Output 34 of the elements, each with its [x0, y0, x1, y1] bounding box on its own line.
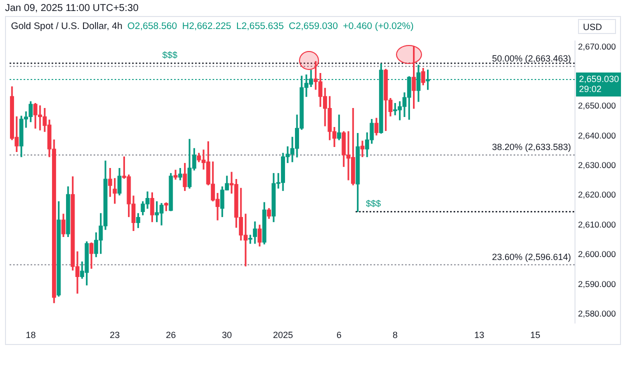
ref-line-label: 38.20% (2,633.583) — [492, 142, 571, 152]
text: L2,655.635 — [236, 21, 284, 32]
y-tick-label: 2,620.000 — [578, 190, 616, 200]
text: +0.460 (+0.02%) — [342, 21, 414, 32]
x-tick-label: 15 — [530, 330, 540, 340]
ref-line-label: $$$ — [162, 50, 178, 60]
y-tick-label: 2,600.000 — [578, 249, 616, 260]
x-tick-label: 6 — [336, 330, 342, 340]
candlestick — [337, 114, 342, 140]
x-tick-label: 26 — [166, 330, 176, 340]
ref-line-label: $$$ — [366, 198, 381, 209]
y-tick-label: 2,580.000 — [578, 308, 616, 318]
x-tick-label: 18 — [26, 330, 36, 340]
text: 29:02 — [579, 84, 602, 94]
text: O2,658.560 — [127, 21, 178, 32]
ref-line-label: 23.60% (2,596.614) — [492, 252, 571, 262]
ref-line-label: 2,659.030 — [579, 74, 620, 84]
y-axis-title: USD — [578, 19, 616, 34]
x-tick-label: 8 — [392, 330, 398, 340]
text: C2,659.030 — [288, 21, 338, 32]
y-tick-label: 2,650.000 — [578, 100, 616, 111]
x-tick-label: 13 — [474, 330, 484, 340]
x-tick-label: 30 — [222, 330, 232, 340]
chart-title: Gold Spot / U.S. Dollar, 4h — [11, 21, 122, 32]
x-tick-label: 23 — [110, 330, 120, 340]
y-tick-label: 2,610.000 — [578, 219, 616, 230]
y-tick-label: 2,590.000 — [578, 278, 616, 289]
y-tick-label: 2,630.000 — [578, 160, 616, 170]
y-tick-label: 2,640.000 — [578, 130, 616, 140]
y-tick-label: 2,670.000 — [578, 41, 616, 52]
ref-line-label: 50.00% (2,663.463) — [492, 53, 571, 64]
chart-subtitle: Jan 09, 2025 11:00 UTC+5:30 — [5, 3, 139, 14]
text: H2,662.225 — [182, 21, 232, 32]
x-tick-label: 2025 — [272, 330, 294, 340]
